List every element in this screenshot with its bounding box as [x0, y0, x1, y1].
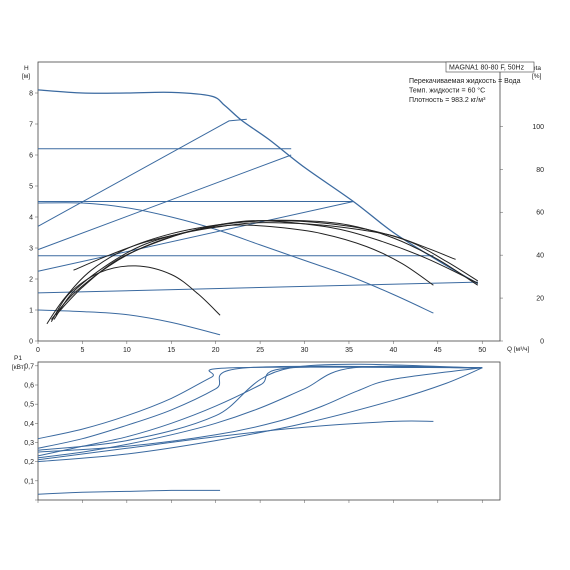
efficiency-curve: [46, 219, 479, 325]
x-axis-label: Q [м³/ч]: [507, 346, 529, 353]
y2-tick-label: 0: [540, 339, 544, 346]
y2-tick-label: 100: [532, 124, 544, 131]
info-line: Плотность = 983.2 кг/м³: [409, 97, 486, 104]
y-tick-label: 8: [29, 91, 33, 98]
y2-tick-label: 80: [536, 167, 544, 174]
x-tick-label: 35: [345, 347, 353, 354]
power-curve: [37, 420, 434, 461]
efficiency-curve: [73, 222, 456, 271]
y2-tick-label: 40: [536, 253, 544, 260]
info-title: MAGNA1 80-80 F, 50Hz: [449, 65, 525, 72]
y-tick-label: 0: [29, 339, 33, 346]
efficiency-curve: [50, 265, 221, 322]
x-tick-label: 25: [256, 347, 264, 354]
x-tick-label: 20: [212, 347, 220, 354]
y2-tick-label: 60: [536, 210, 544, 217]
x-tick-label: 5: [80, 347, 84, 354]
info-line: Темп. жидкости = 60 °C: [409, 87, 485, 95]
x-tick-label: 30: [301, 347, 309, 354]
power-curve: [37, 365, 483, 449]
power-curve: [37, 367, 483, 463]
proportional-pressure-line: [37, 201, 354, 272]
max-head-curve: [37, 89, 479, 285]
power-curve: [37, 363, 483, 451]
info-line: Перекачиваемая жидкость = Вода: [409, 78, 521, 85]
x-tick-label: 50: [478, 347, 486, 354]
y-tick-label: 0,6: [24, 383, 34, 390]
y-tick-label: 2: [29, 277, 33, 284]
x-tick-label: 45: [434, 347, 442, 354]
y2-axis-label: eta: [532, 65, 541, 72]
power-curve: [37, 367, 483, 453]
x-tick-label: 15: [167, 347, 175, 354]
y-tick-label: 0,1: [24, 478, 34, 485]
y-tick-label: 0,4: [24, 421, 34, 428]
y-tick-label: 0,7: [24, 363, 34, 370]
plot-frame: [37, 361, 501, 501]
power-chart: 0,2 0,3 0,4 0,5 0,6 0,7 0,1 P1 [кВт]: [12, 355, 501, 503]
head-curve: [37, 202, 434, 314]
y-axis-label: H: [24, 65, 29, 72]
y-axis-unit: [м]: [22, 73, 30, 80]
x-tick-label: 0: [36, 347, 40, 354]
proportional-pressure-line: [37, 154, 292, 251]
y-tick-label: 5: [29, 184, 33, 191]
proportional-pressure-line: [37, 281, 478, 294]
y-tick-label: 1: [29, 308, 33, 315]
y2-axis-unit: [%]: [532, 73, 542, 80]
power-curve: [37, 366, 483, 457]
y-tick-label: 0,5: [24, 402, 34, 409]
y-tick-label: 0,2: [24, 459, 34, 466]
efficiency-curve: [55, 220, 479, 316]
power-curve: [37, 365, 483, 459]
y-tick-label: 7: [29, 122, 33, 129]
power-curve: [37, 366, 483, 440]
x-tick-label: 40: [389, 347, 397, 354]
y-axis-label: P1: [14, 355, 22, 362]
efficiency-curve: [50, 220, 479, 320]
y-tick-label: 0,3: [24, 440, 34, 447]
info-title-box: [445, 61, 535, 73]
x-tick-label: 10: [123, 347, 131, 354]
power-curve: [37, 489, 221, 495]
y-tick-label: 6: [29, 153, 33, 160]
y-axis-unit: [кВт]: [12, 364, 26, 371]
y-tick-label: 3: [29, 246, 33, 253]
y-tick-label: 4: [29, 215, 33, 222]
y2-tick-label: 20: [536, 296, 544, 303]
head-curve: [37, 309, 221, 336]
